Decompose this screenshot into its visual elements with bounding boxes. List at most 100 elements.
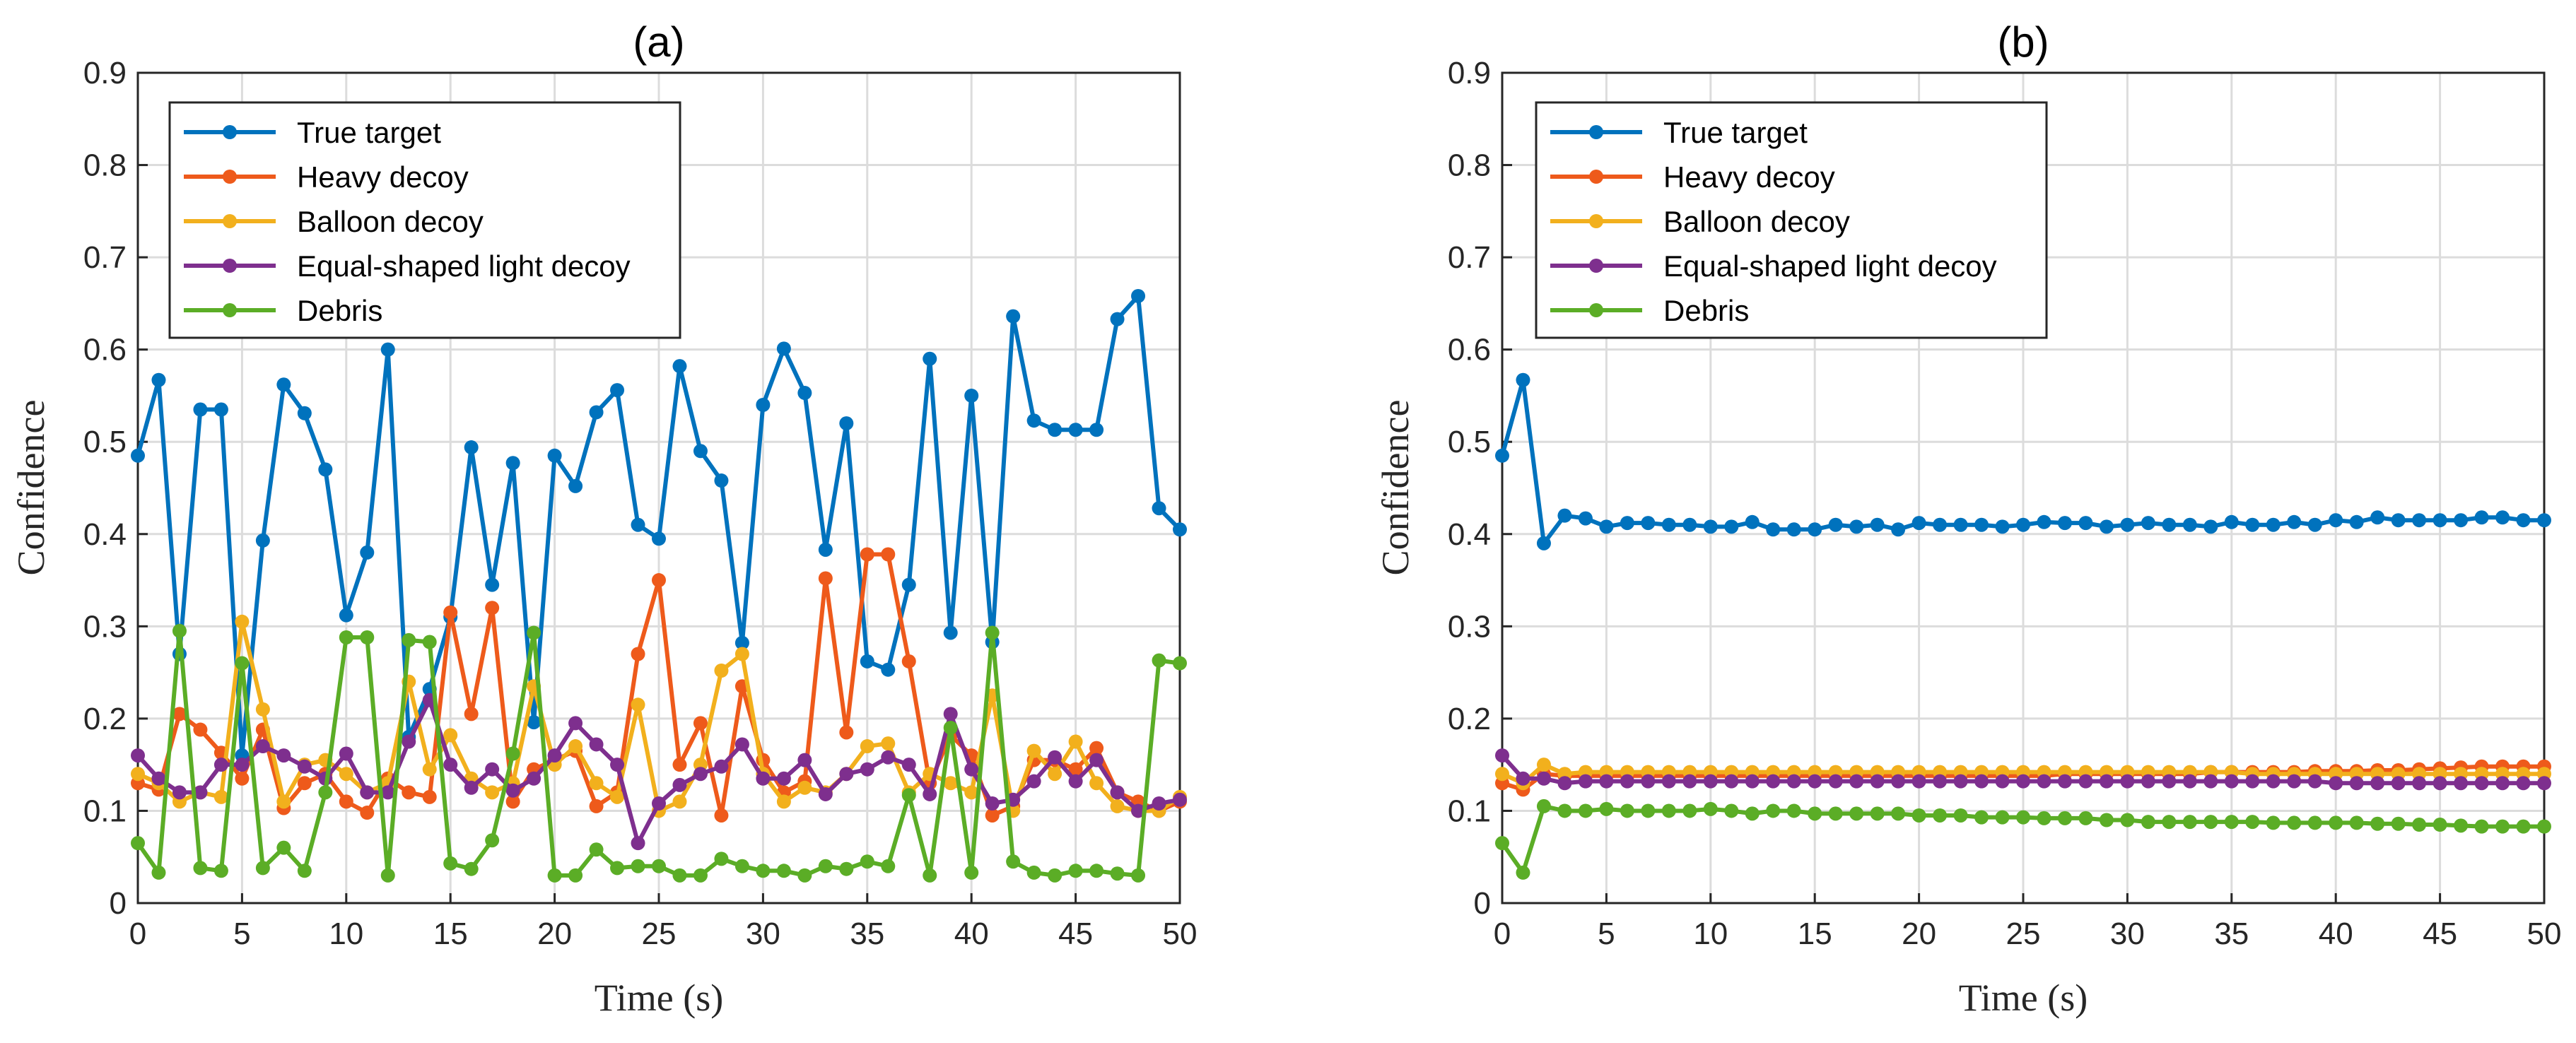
data-point-equal-shaped-light-decoy (2412, 776, 2427, 791)
data-point-balloon-decoy (964, 785, 979, 800)
x-tick-label: 50 (2527, 917, 2562, 951)
data-point-true-target (485, 577, 500, 592)
data-point-debris (2245, 815, 2260, 830)
data-point-equal-shaped-light-decoy (714, 759, 729, 774)
data-point-equal-shaped-light-decoy (2099, 774, 2114, 789)
data-point-balloon-decoy (213, 789, 228, 804)
y-tick-label: 0.9 (1448, 56, 1491, 90)
x-tick-label: 0 (1494, 917, 1511, 951)
data-point-equal-shaped-light-decoy (1953, 774, 1968, 789)
data-point-equal-shaped-light-decoy (1620, 774, 1634, 789)
data-point-debris (1974, 810, 1989, 825)
data-point-heavy-decoy (818, 571, 833, 586)
data-point-equal-shaped-light-decoy (1495, 748, 1509, 763)
data-point-debris (1870, 806, 1885, 821)
data-point-heavy-decoy (1089, 741, 1104, 755)
data-point-debris (652, 859, 666, 873)
data-point-debris (1995, 810, 2010, 825)
data-point-true-target (652, 531, 666, 546)
data-point-equal-shaped-light-decoy (1766, 774, 1781, 789)
data-point-debris (1911, 808, 1926, 823)
data-point-true-target (2391, 513, 2406, 528)
data-point-debris (1953, 808, 1968, 823)
y-tick-labels-b: 0 0.1 0.2 0.3 0.4 0.5 0.6 0.7 0.8 0.9 (1448, 56, 1491, 921)
data-point-equal-shaped-light-decoy (2474, 776, 2489, 791)
data-point-debris (193, 861, 208, 876)
data-point-debris (2412, 818, 2427, 832)
data-point-true-target (2516, 513, 2531, 528)
data-point-balloon-decoy (1110, 799, 1125, 813)
data-point-debris (860, 854, 874, 869)
data-point-debris (1152, 653, 1166, 668)
data-point-debris (1495, 836, 1509, 851)
data-point-true-target (1933, 517, 1948, 532)
data-point-debris (1068, 864, 1083, 878)
data-point-equal-shaped-light-decoy (1849, 774, 1864, 789)
data-point-equal-shaped-light-decoy (2016, 774, 2030, 789)
data-point-true-target (2245, 517, 2260, 532)
data-point-equal-shaped-light-decoy (1048, 750, 1062, 765)
data-point-equal-shaped-light-decoy (1891, 774, 1906, 789)
data-point-true-target (1849, 519, 1864, 534)
data-point-equal-shaped-light-decoy (839, 767, 854, 782)
legend-entries-b: True target Heavy decoy Balloon decoy Equal… (1550, 116, 1997, 327)
data-point-equal-shaped-light-decoy (402, 734, 416, 749)
data-point-balloon-decoy (255, 702, 270, 717)
data-point-equal-shaped-light-decoy (1911, 774, 1926, 789)
chart-title-b: (b) (1997, 18, 2049, 66)
y-tick-label: 0.3 (83, 609, 127, 644)
data-point-balloon-decoy (672, 794, 687, 809)
data-point-equal-shaped-light-decoy (276, 748, 291, 763)
x-tick-label: 50 (1163, 917, 1198, 951)
data-point-true-target (380, 342, 395, 357)
data-point-debris (2454, 818, 2469, 833)
data-point-debris (2537, 819, 2551, 834)
data-point-equal-shaped-light-decoy (1516, 771, 1530, 786)
data-point-equal-shaped-light-decoy (672, 777, 687, 792)
data-point-heavy-decoy (339, 794, 353, 809)
data-point-balloon-decoy (776, 794, 791, 809)
data-point-equal-shaped-light-decoy (1068, 774, 1083, 789)
data-point-debris (2016, 810, 2030, 825)
data-point-true-target (901, 577, 916, 592)
y-axis-label-a: Confidence (10, 400, 52, 576)
data-point-true-target (2141, 516, 2155, 531)
data-point-debris (923, 868, 937, 883)
data-point-true-target (2329, 513, 2343, 528)
data-point-true-target (714, 473, 729, 488)
data-point-true-target (1745, 514, 1760, 529)
data-point-debris (672, 868, 687, 883)
data-point-debris (797, 868, 812, 883)
data-point-equal-shaped-light-decoy (964, 762, 979, 777)
data-point-heavy-decoy (901, 654, 916, 668)
data-point-heavy-decoy (505, 794, 520, 809)
data-point-balloon-decoy (631, 697, 645, 712)
data-point-true-target (2224, 514, 2239, 529)
data-point-balloon-decoy (485, 785, 500, 800)
data-point-heavy-decoy (422, 789, 437, 804)
x-tick-label: 20 (1902, 917, 1936, 951)
data-point-debris (1048, 868, 1062, 883)
data-point-heavy-decoy (693, 716, 708, 731)
data-point-balloon-decoy (1495, 767, 1509, 782)
data-point-true-target (464, 440, 479, 455)
data-point-balloon-decoy (1026, 743, 1041, 758)
data-point-debris (464, 861, 479, 876)
data-point-debris (151, 865, 166, 880)
data-point-debris (1766, 803, 1781, 818)
data-point-debris (1849, 806, 1864, 821)
x-tick-label: 35 (2214, 917, 2249, 951)
series-b (1495, 372, 2551, 880)
data-point-equal-shaped-light-decoy (1089, 753, 1104, 767)
y-tick-label: 0 (110, 886, 127, 921)
data-point-heavy-decoy (360, 806, 375, 820)
data-point-true-target (943, 625, 958, 640)
data-point-true-target (1068, 423, 1083, 437)
data-point-true-target (1152, 501, 1166, 516)
data-point-equal-shaped-light-decoy (2432, 776, 2447, 791)
data-point-equal-shaped-light-decoy (943, 707, 958, 721)
data-point-equal-shaped-light-decoy (818, 786, 833, 801)
data-point-equal-shaped-light-decoy (2307, 774, 2322, 789)
data-point-true-target (276, 377, 291, 392)
chart-panel-b: 0 0.1 0.2 0.3 0.4 0.5 0.6 0.7 0.8 0.9 0 5 10 15 20 25 3… (1374, 18, 2561, 1019)
